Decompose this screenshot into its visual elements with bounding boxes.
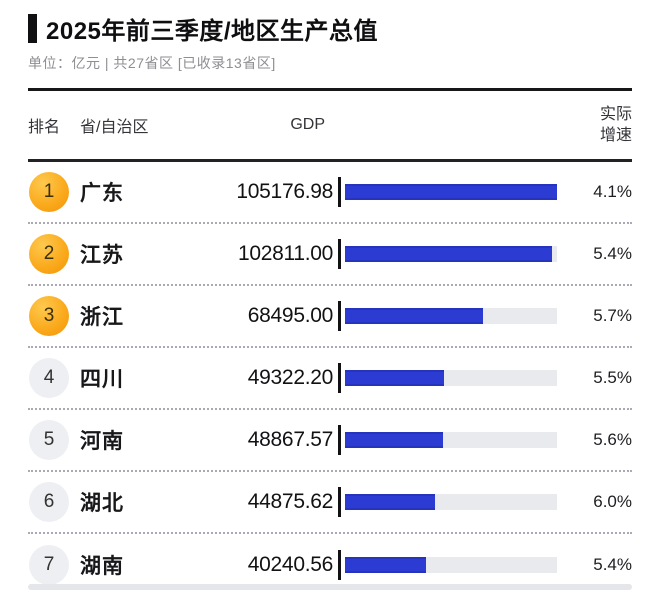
province-name: 江苏 — [80, 244, 124, 267]
table-row: 4 四川 49322.20 5.5% — [28, 348, 632, 410]
growth-rate: 6.0% — [593, 492, 632, 511]
table-header: 排名 省/自治区 GDP 实际 增速 — [28, 91, 632, 159]
title-block: 2025年前三季度/地区生产总值 — [28, 0, 632, 46]
gdp-bar-fill — [345, 308, 484, 324]
bar-zone — [333, 177, 557, 207]
rank-cell: 4 — [28, 358, 80, 398]
province-name: 湖南 — [80, 555, 124, 578]
rank-badge: 4 — [29, 358, 69, 398]
growth-rate: 5.5% — [593, 368, 632, 387]
column-header-province: 省/自治区 — [80, 119, 149, 136]
bar-axis-tick — [338, 363, 341, 393]
table-row: 3 浙江 68495.00 5.7% — [28, 286, 632, 348]
rank-badge: 1 — [29, 172, 69, 212]
bar-zone — [333, 487, 557, 517]
province-name: 浙江 — [80, 306, 124, 329]
province-name: 四川 — [80, 368, 124, 391]
bottom-divider — [28, 584, 632, 590]
title-accent-bar — [28, 14, 37, 43]
growth-rate: 4.1% — [593, 182, 632, 201]
column-header-growth-line1: 实际 — [599, 106, 632, 123]
gdp-bar-track — [345, 308, 557, 324]
province-name: 河南 — [80, 430, 124, 453]
rank-cell: 1 — [28, 172, 80, 212]
gdp-bar-track — [345, 557, 557, 573]
growth-rate: 5.4% — [593, 555, 632, 574]
gdp-value: 68495.00 — [247, 304, 334, 327]
table-row: 5 河南 48867.57 5.6% — [28, 410, 632, 472]
rank-cell: 6 — [28, 482, 80, 522]
province-name: 广东 — [80, 182, 124, 205]
subtitle: 单位：亿元 | 共27省区 [已收录13省区] — [28, 55, 276, 71]
gdp-bar-fill — [345, 370, 445, 386]
gdp-value: 40240.56 — [247, 553, 334, 576]
bar-axis-tick — [338, 301, 341, 331]
gdp-bar-fill — [345, 494, 436, 510]
table-row: 7 湖南 40240.56 5.4% — [28, 534, 632, 596]
rank-badge: 3 — [29, 296, 69, 336]
column-header-growth: 实际 增速 — [333, 104, 632, 146]
top-divider — [28, 88, 632, 91]
table-row: 6 湖北 44875.62 6.0% — [28, 472, 632, 534]
gdp-bar-fill — [345, 432, 444, 448]
growth-rate: 5.6% — [593, 430, 632, 449]
gdp-value: 48867.57 — [247, 428, 334, 451]
column-header-gdp: GDP — [290, 116, 325, 133]
column-header-rank: 排名 — [28, 119, 61, 136]
gdp-bar-track — [345, 184, 557, 200]
gdp-bar-track — [345, 370, 557, 386]
bar-axis-tick — [338, 239, 341, 269]
bar-axis-tick — [338, 425, 341, 455]
bar-axis-tick — [338, 550, 341, 580]
gdp-value: 102811.00 — [237, 242, 333, 265]
rank-badge: 6 — [29, 482, 69, 522]
rank-cell: 7 — [28, 545, 80, 585]
bar-axis-tick — [338, 487, 341, 517]
rank-cell: 5 — [28, 420, 80, 460]
rank-cell: 3 — [28, 296, 80, 336]
growth-rate: 5.7% — [593, 306, 632, 325]
gdp-bar-fill — [345, 184, 557, 200]
rank-badge: 5 — [29, 420, 69, 460]
page-title: 2025年前三季度/地区生产总值 — [46, 18, 379, 45]
bar-zone — [333, 363, 557, 393]
bar-zone — [333, 550, 557, 580]
gdp-value: 49322.20 — [247, 366, 334, 389]
bar-zone — [333, 301, 557, 331]
table-row: 1 广东 105176.98 4.1% — [28, 162, 632, 224]
bar-zone — [333, 239, 557, 269]
gdp-value: 44875.62 — [247, 490, 334, 513]
bar-axis-tick — [338, 177, 341, 207]
rank-cell: 2 — [28, 234, 80, 274]
gdp-bar-track — [345, 494, 557, 510]
header-divider — [28, 159, 632, 162]
gdp-bar-fill — [345, 246, 553, 262]
province-name: 湖北 — [80, 492, 124, 515]
bar-zone — [333, 425, 557, 455]
gdp-bar-track — [345, 246, 557, 262]
table-body: 1 广东 105176.98 4.1% 2 江苏 102811.00 5.4% … — [28, 162, 632, 596]
rank-badge: 7 — [29, 545, 69, 585]
gdp-value: 105176.98 — [236, 180, 333, 203]
rank-badge: 2 — [29, 234, 69, 274]
column-header-growth-line2: 增速 — [599, 127, 632, 144]
gdp-bar-fill — [345, 557, 427, 573]
table-row: 2 江苏 102811.00 5.4% — [28, 224, 632, 286]
growth-rate: 5.4% — [593, 244, 632, 263]
gdp-bar-track — [345, 432, 557, 448]
